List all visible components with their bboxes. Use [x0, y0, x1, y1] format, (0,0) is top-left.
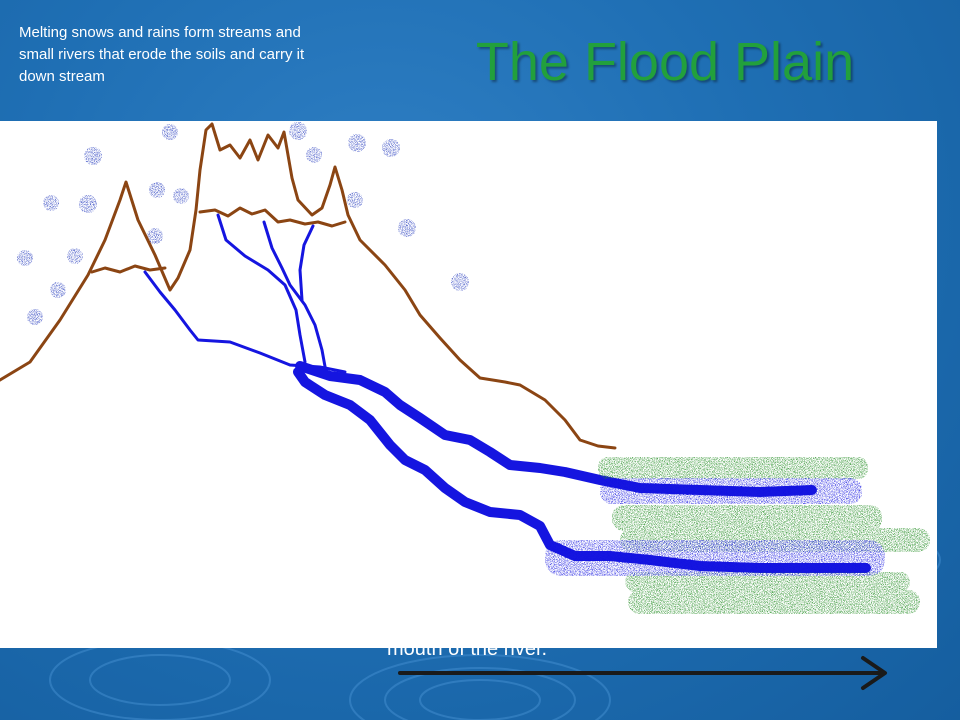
snowflake: [382, 139, 400, 157]
flood-plain-diagram: [0, 122, 930, 614]
snowflake: [27, 309, 43, 325]
snowflake: [347, 192, 363, 208]
caption-text: Melting snows and rains form streams and…: [19, 24, 305, 85]
flood-plain-water: [545, 478, 885, 576]
slide-title: The Flood Plain: [475, 32, 855, 92]
vegetation-band: [625, 572, 910, 592]
flood-plain-vegetation: [598, 457, 930, 614]
snowflake: [306, 147, 322, 163]
snowflakes: [17, 122, 469, 325]
snowflake: [173, 188, 189, 204]
snowflake: [50, 282, 66, 298]
flood-plain-drawing: [0, 121, 937, 648]
snowflake: [348, 134, 366, 152]
snowflake: [398, 219, 416, 237]
snowflake: [43, 195, 59, 211]
snowflake: [289, 122, 307, 140]
vegetation-band: [628, 590, 920, 614]
snowflake: [149, 182, 165, 198]
snowflake: [84, 147, 102, 165]
snowflake: [147, 228, 163, 244]
mountain-range: [0, 122, 617, 450]
floodwater-band: [545, 540, 885, 576]
floodwater-band: [600, 478, 862, 504]
vegetation-band: [612, 505, 882, 531]
snowflake: [17, 250, 33, 266]
snowflake: [162, 124, 178, 140]
right-arrow-icon: [398, 656, 887, 690]
snowflake: [67, 248, 83, 264]
snowflake: [451, 273, 469, 291]
snowflake: [79, 195, 97, 213]
vegetation-band: [598, 457, 868, 479]
